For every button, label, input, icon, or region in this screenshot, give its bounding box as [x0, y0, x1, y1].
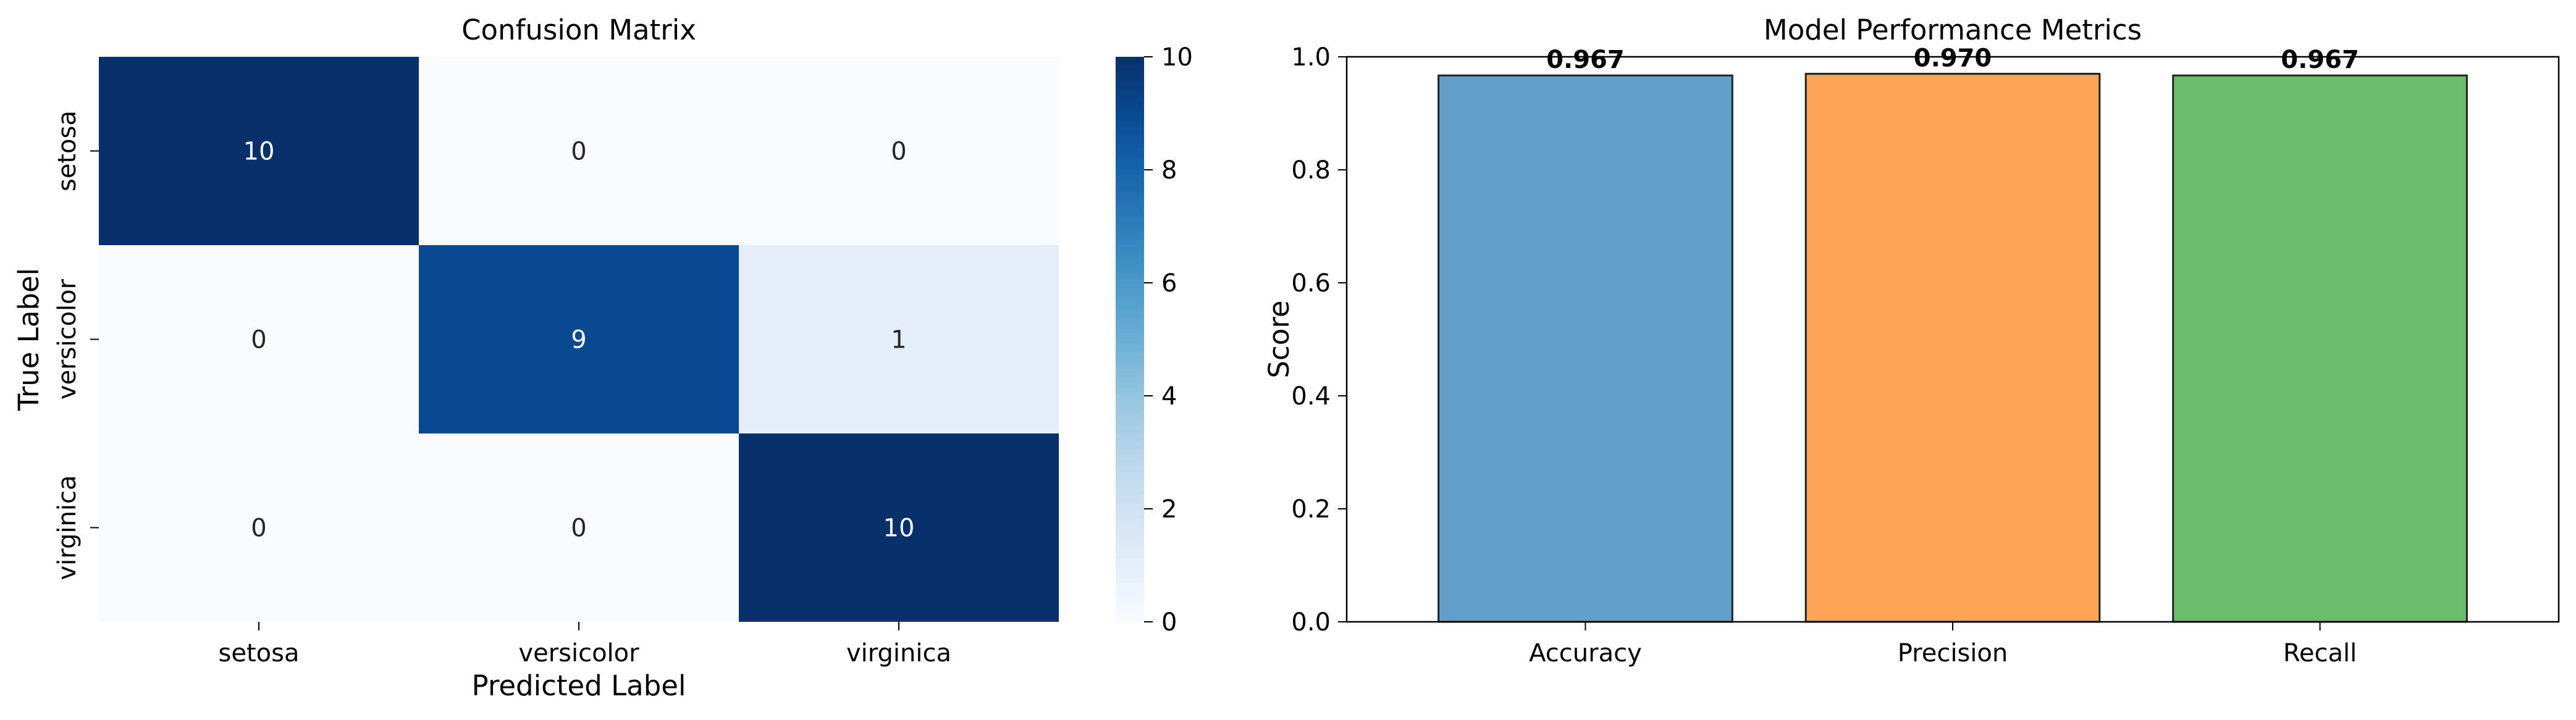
x-tick-label: Precision [1898, 639, 2008, 668]
colorbar-tick-label: 8 [1161, 156, 1177, 185]
heatmap-cell-label: 0 [891, 138, 906, 166]
heatmap-cell [419, 57, 739, 245]
y-tick-label: 0.0 [1291, 608, 1331, 637]
y-tick-label: setosa [53, 111, 82, 191]
heatmap-xlabel: Predicted Label [472, 669, 686, 702]
x-tick-label: versicolor [518, 639, 639, 668]
heatmap-cell [99, 433, 419, 622]
heatmap-cell-label: 0 [251, 326, 266, 354]
colorbar [1116, 57, 1144, 622]
heatmap-cell [739, 433, 1059, 622]
y-tick-label: 0.6 [1291, 269, 1331, 298]
bar-value-label: 0.970 [1914, 44, 1992, 72]
bar [2172, 74, 2468, 623]
heatmap-cell-label: 0 [571, 514, 586, 543]
heatmap-cell-label: 10 [883, 514, 915, 543]
plot-frame [1345, 56, 2560, 623]
colorbar-tick-label: 0 [1161, 608, 1177, 637]
heatmap-cell [739, 245, 1059, 433]
y-tick-label: 0.8 [1291, 156, 1331, 185]
bar-value-label: 0.967 [1546, 46, 1625, 74]
heatmap-cell-label: 9 [571, 326, 586, 354]
heatmap-cell-label: 0 [251, 514, 266, 543]
bar [1437, 74, 1733, 623]
colorbar-tick-label: 6 [1161, 269, 1177, 298]
heatmap-cell [99, 245, 419, 433]
colorbar-tick-label: 4 [1161, 382, 1177, 411]
performance-bar-chart: Model Performance Metrics 0.967 Accuracy 0.… [1263, 14, 2560, 668]
heatmap-cell [99, 57, 419, 245]
heatmap-cell-label: 10 [243, 138, 275, 166]
y-tick-label: 0.2 [1291, 495, 1331, 524]
bar-chart-title: Model Performance Metrics [1764, 14, 2142, 46]
heatmap-ylabel: True Label [12, 268, 45, 411]
heatmap-cell-label: 0 [571, 138, 586, 166]
heatmap-cell [419, 433, 739, 622]
x-tick-label: setosa [219, 639, 300, 668]
bar-chart-ylabel: Score [1263, 300, 1295, 378]
y-tick-label: 0.4 [1291, 382, 1331, 411]
y-tick-label: versicolor [53, 278, 82, 400]
x-tick-label: Accuracy [1529, 639, 1642, 668]
heatmap-cell [419, 245, 739, 433]
heatmap-cell-label: 1 [891, 326, 906, 354]
heatmap-cell [739, 57, 1059, 245]
colorbar-tick-label: 2 [1161, 495, 1177, 524]
y-tick-label: 1.0 [1291, 43, 1331, 72]
bar-value-label: 0.967 [2281, 46, 2359, 74]
bar [1804, 72, 2101, 623]
x-tick-label: virginica [846, 639, 951, 668]
heatmap-title: Confusion Matrix [461, 14, 696, 46]
y-tick-label: virginica [53, 475, 82, 580]
x-tick-label: Recall [2283, 639, 2357, 668]
colorbar-tick-label: 10 [1161, 43, 1193, 72]
